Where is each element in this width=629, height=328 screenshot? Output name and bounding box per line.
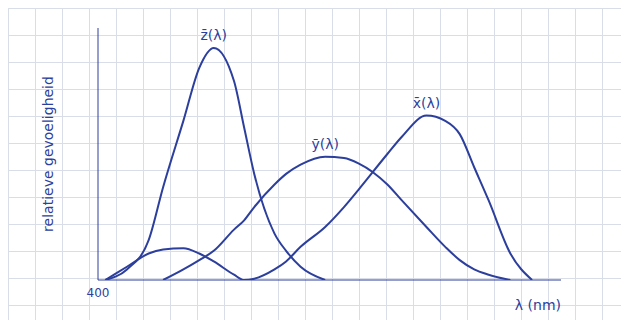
- svg-text:x̄(λ): x̄(λ): [413, 95, 441, 111]
- svg-text:z̄(λ): z̄(λ): [200, 27, 227, 43]
- svg-text:relatieve gevoeligheid: relatieve gevoeligheid: [40, 76, 56, 232]
- svg-text:ȳ(λ): ȳ(λ): [311, 136, 339, 152]
- svg-text:λ (nm): λ (nm): [515, 297, 561, 313]
- svg-text:400: 400: [87, 286, 110, 300]
